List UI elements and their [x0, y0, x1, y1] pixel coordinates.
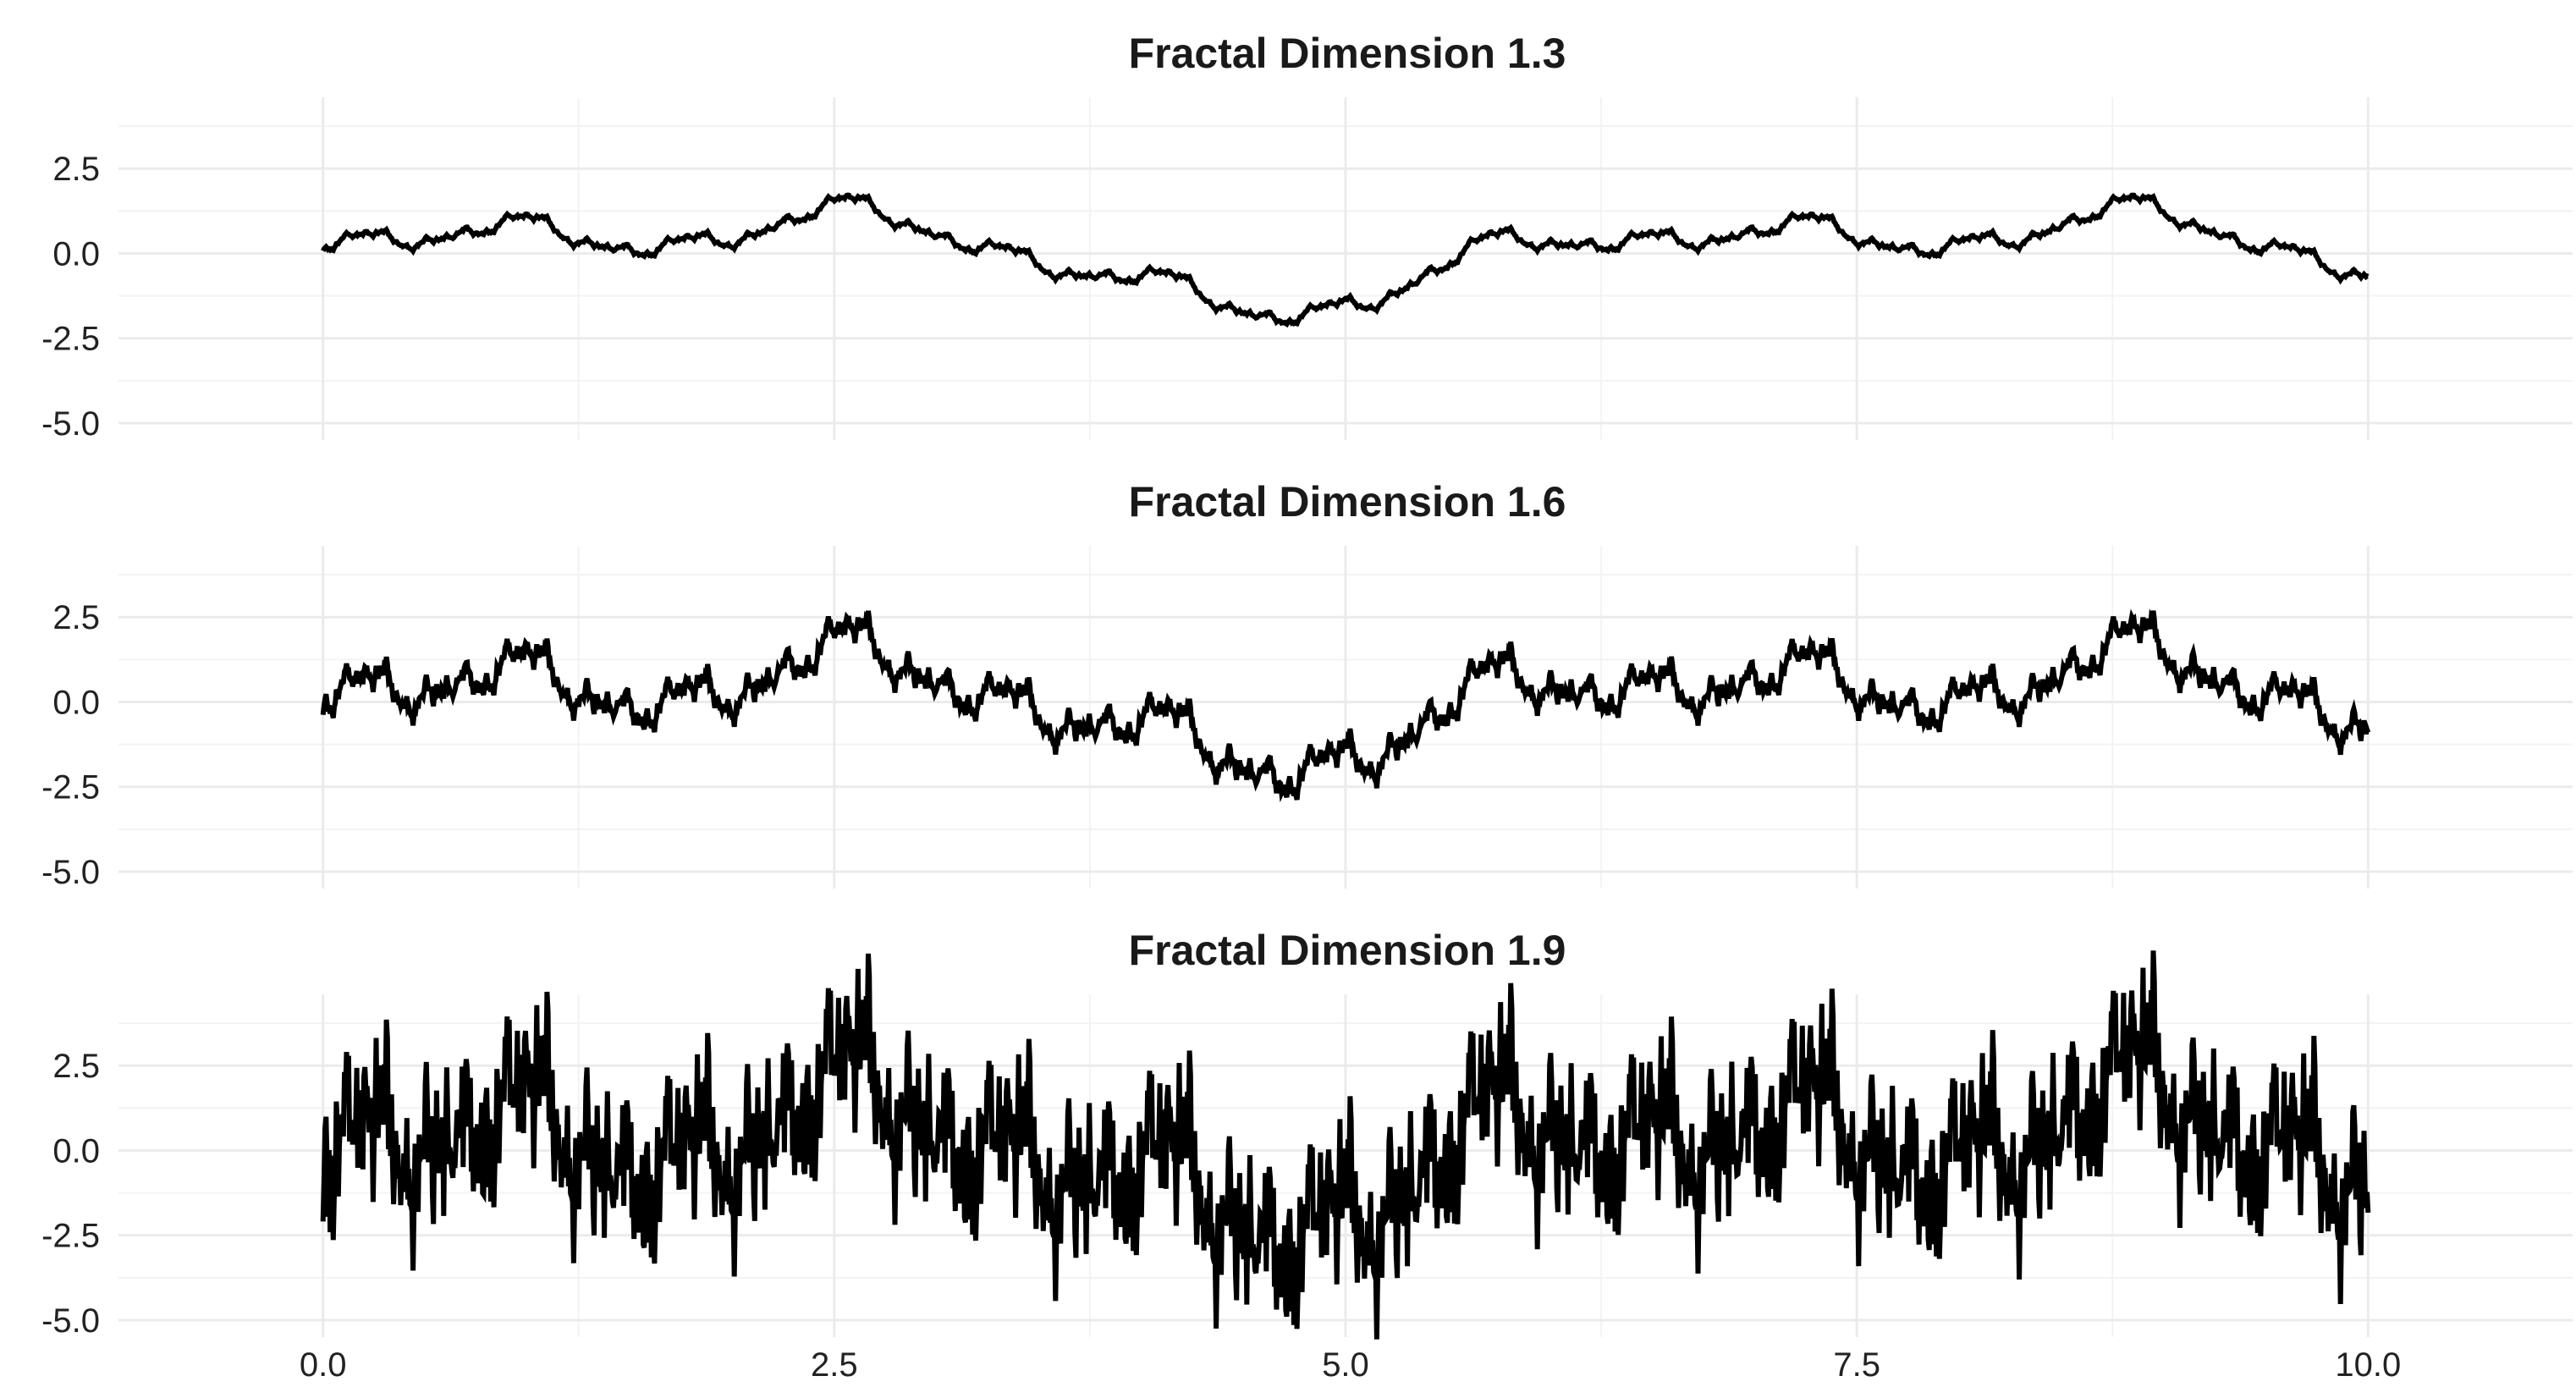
y-tick-label: -2.5	[41, 1218, 100, 1255]
x-axis: 0.0 2.5 5.0 7.5 10.0	[300, 1346, 2401, 1384]
x-tick-label: 7.5	[1833, 1346, 1880, 1384]
y-tick-label: -5.0	[41, 854, 100, 891]
x-tick-label: 2.5	[811, 1346, 858, 1384]
y-tick-label: 2.5	[52, 599, 100, 636]
y-tick-label: 0.0	[52, 235, 100, 272]
y-tick-label: -5.0	[41, 1302, 100, 1340]
x-tick-label: 10.0	[2335, 1346, 2401, 1384]
y-tick-label: -5.0	[41, 405, 100, 443]
panel-2: -5.0 -2.5 0.0 2.5 Fractal Dimension 1.6	[41, 478, 2573, 891]
series-line	[321, 192, 2370, 328]
panel-1: -5.0 -2.5 0.0 2.5 Fractal Dimension 1.3	[41, 30, 2573, 443]
y-tick-label: 2.5	[52, 1048, 100, 1085]
x-tick-label: 0.0	[300, 1346, 347, 1384]
y-tick-label: -2.5	[41, 321, 100, 358]
panel-title: Fractal Dimension 1.6	[1129, 478, 1566, 526]
series-line	[320, 608, 2371, 803]
panel-3: -5.0 -2.5 0.0 2.5 Fractal Dimension 1.9	[41, 927, 2573, 1340]
x-tick-label: 5.0	[1322, 1346, 1369, 1384]
y-tick-label: 0.0	[52, 1132, 100, 1170]
series-line	[320, 950, 2371, 1340]
y-tick-label: 0.0	[52, 684, 100, 721]
panel-title: Fractal Dimension 1.9	[1129, 927, 1566, 974]
panel-title: Fractal Dimension 1.3	[1129, 30, 1566, 77]
y-tick-label: -2.5	[41, 769, 100, 806]
y-tick-label: 2.5	[52, 151, 100, 188]
